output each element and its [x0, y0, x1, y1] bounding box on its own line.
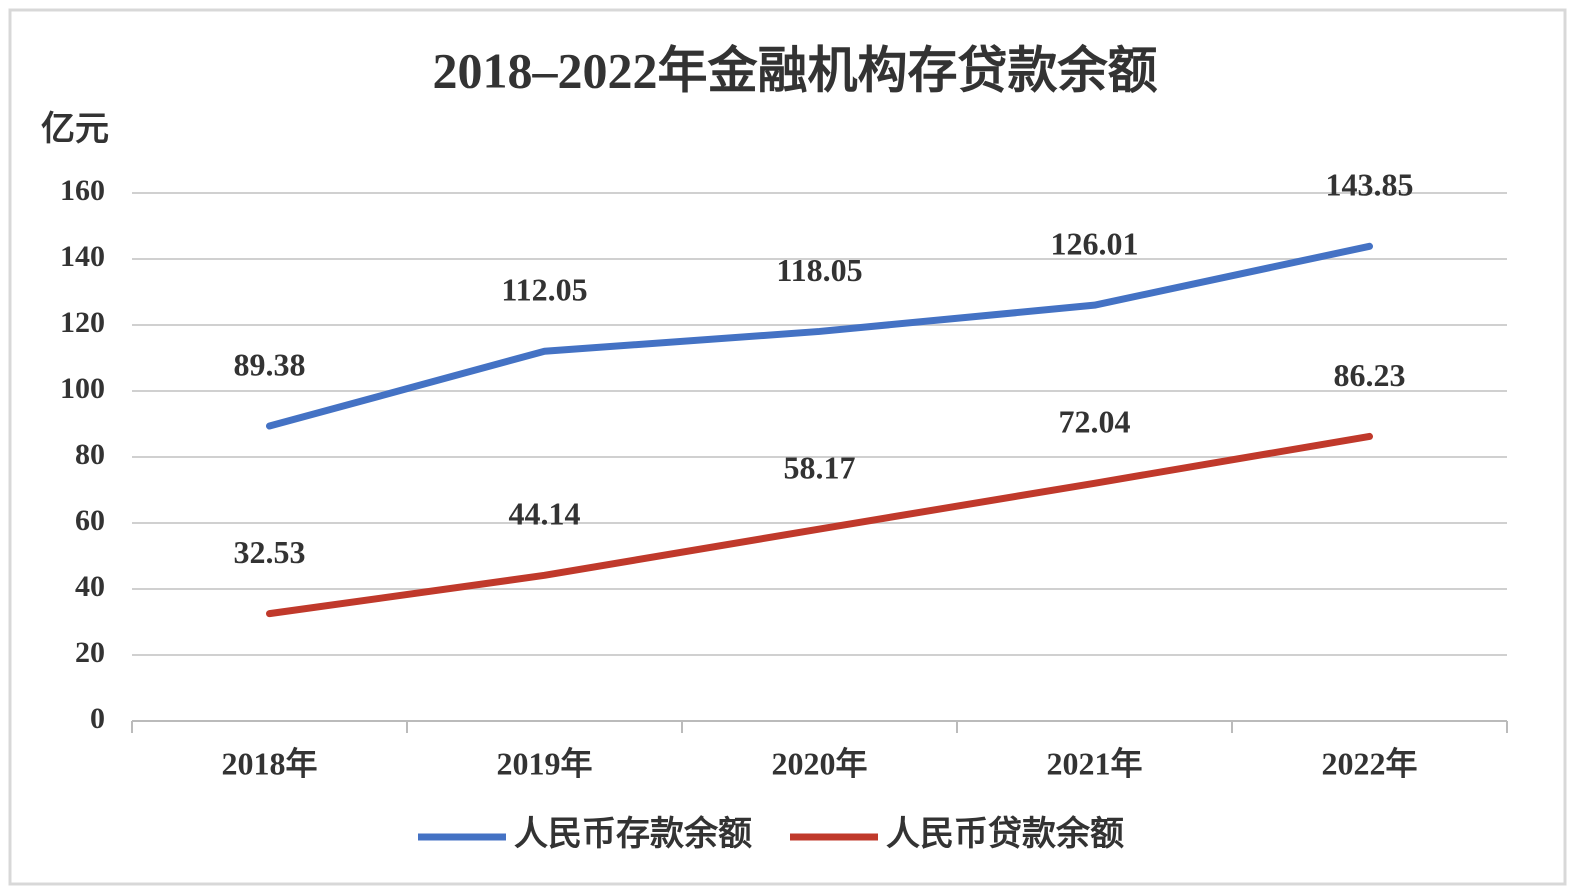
- y-axis-label: 亿元: [41, 110, 109, 148]
- y-tick-label: 0: [90, 702, 105, 735]
- data-label: 118.05: [776, 252, 862, 288]
- y-tick-label: 40: [75, 570, 105, 603]
- x-tick-label: 2022年: [1321, 745, 1417, 781]
- x-tick-label: 2020年: [771, 745, 867, 781]
- data-label: 89.38: [234, 346, 306, 382]
- line-series: [266, 432, 1373, 618]
- x-tick-label: 2021年: [1046, 745, 1142, 781]
- chart-title: 2018–2022年金融机构存贷款余额: [433, 42, 1158, 98]
- y-tick-label: 80: [75, 438, 105, 471]
- data-label: 44.14: [509, 496, 581, 532]
- y-tick-label: 140: [60, 240, 105, 273]
- data-label: 86.23: [1334, 357, 1406, 393]
- y-tick-label: 100: [60, 372, 105, 405]
- y-tick-label: 160: [60, 174, 105, 207]
- x-tick-label: 2018年: [221, 745, 317, 781]
- legend-label: 人民币贷款余额: [886, 814, 1124, 853]
- data-label: 143.85: [1326, 167, 1414, 203]
- y-tick-label: 120: [60, 306, 105, 339]
- line-series: [266, 242, 1373, 430]
- x-tick-label: 2019年: [496, 745, 592, 781]
- legend-label: 人民币存款余额: [514, 814, 752, 853]
- data-label: 32.53: [234, 534, 306, 570]
- data-label: 58.17: [784, 449, 856, 485]
- data-label: 112.05: [501, 272, 587, 308]
- y-tick-label: 20: [75, 636, 105, 669]
- y-tick-label: 60: [75, 504, 105, 537]
- data-label: 72.04: [1059, 404, 1131, 440]
- data-label: 126.01: [1051, 226, 1139, 262]
